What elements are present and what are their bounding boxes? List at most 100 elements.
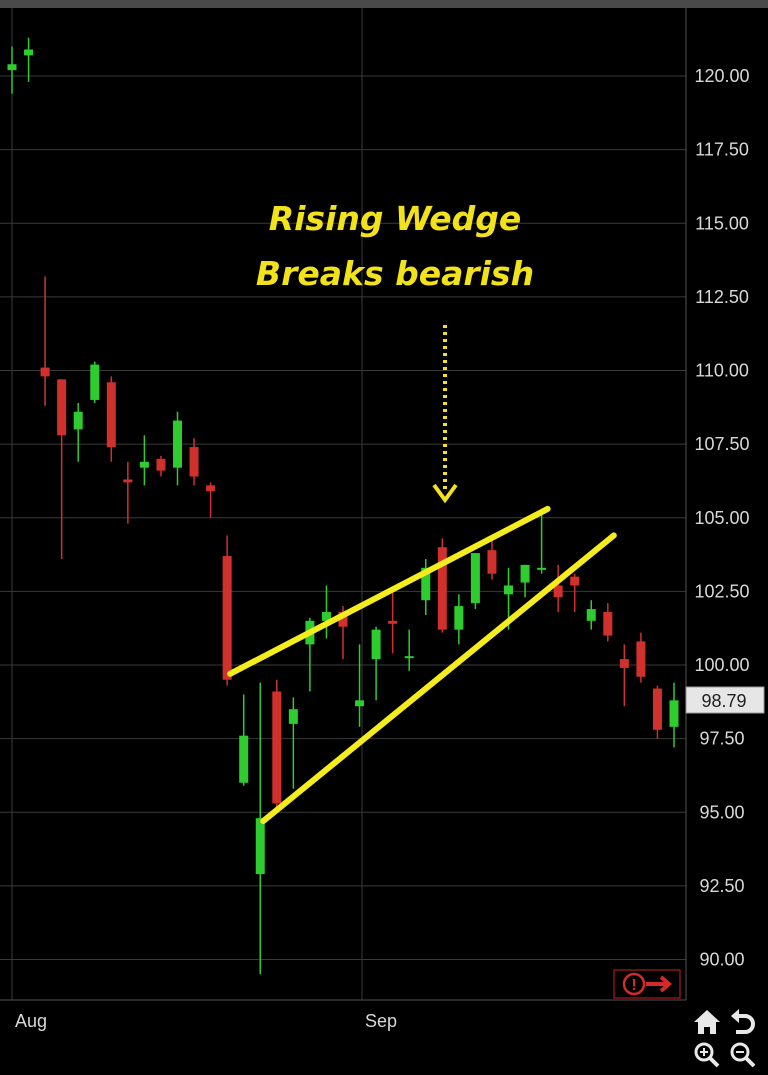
annotation-arrow-head [432,483,458,504]
candle-body [24,49,34,56]
annotation-line-2: Breaks bearish [256,254,534,293]
candle-body [437,547,447,630]
y-tick-label: 92.50 [699,876,744,896]
alert-exclamation: ! [631,977,636,994]
alert-circle [622,972,646,996]
candle-body [106,382,116,448]
candle [239,694,249,786]
zoom-out-icon[interactable] [730,1042,756,1068]
y-tick-label: 110.00 [695,361,749,381]
wedge-lines [227,505,617,825]
candle-body [7,64,17,71]
last-price-box [685,686,765,714]
x-tick-label: Aug [15,1011,47,1031]
candle [421,558,431,615]
candle-body [272,691,282,804]
candle-body [40,367,50,377]
y-axis: 120.00 117.50 115.00 112.50 110.00 107.50 105.… [0,8,750,1001]
candle-body [553,585,563,598]
candle [173,411,182,486]
candle [24,37,34,82]
home-icon[interactable] [694,1010,720,1034]
candles [7,37,679,975]
candle-body [73,411,83,430]
candle [371,626,381,701]
candle [404,629,414,671]
candle-body [255,818,265,875]
annotation-text: Rising Wedge Breaks bearish [256,199,534,293]
wedge-line-upper [227,505,551,677]
candle-body [288,709,298,724]
candle-body [321,611,331,621]
y-tick-label: 105.00 [694,508,749,528]
candle [570,573,580,612]
y-tick-label: 107.50 [694,434,749,454]
candle [139,435,149,486]
alert-arrow-icon[interactable]: ! [613,969,681,999]
annotation-line-1: Rising Wedge [269,199,522,238]
candle [553,564,563,612]
candle [470,553,480,610]
wedge-line-lower [260,532,617,825]
candle [652,685,662,739]
candle-body [504,585,513,595]
candle [288,697,298,789]
candle-body [619,659,629,668]
candle-body [90,364,100,400]
last-price-marker: 98.79 [685,686,765,714]
candle [189,438,199,486]
candle-body [239,735,249,783]
candle-body [454,606,464,630]
candle [454,594,464,645]
candle-body [371,629,381,660]
candle [73,402,83,462]
y-tick-label: 120.00 [694,66,749,86]
y-tick-label: 112.50 [695,287,749,307]
candle [40,276,50,406]
candle-body [355,700,365,707]
y-tick-label: 95.00 [699,802,744,822]
candle [388,591,398,654]
zoom-in-icon[interactable] [694,1042,720,1068]
window-top-border [0,0,768,8]
candle [206,482,216,518]
candle [255,682,265,975]
candle [619,644,629,707]
candle-body [487,550,497,574]
candle-body [173,420,182,468]
candle-body [57,379,67,436]
candle-body [338,611,348,627]
candle [123,461,133,524]
candle [90,361,100,403]
candle-body [520,564,530,583]
candle-body [570,576,580,586]
undo-icon[interactable] [731,1009,755,1034]
candle-body [603,611,613,636]
candle [520,564,530,598]
candle [156,455,166,477]
candle-body [537,567,547,570]
y-tick-label: 90.00 [699,950,744,970]
candle-body [139,461,149,468]
candle-body [206,485,216,492]
y-tick-label: 102.50 [694,581,749,601]
candle-body [636,641,646,677]
candle-body [189,447,199,477]
candle-body [669,700,679,727]
candle-body [652,688,662,730]
candle [603,603,613,642]
candle [636,632,646,683]
candle [487,538,497,580]
candle [355,644,365,727]
y-tick-label: 97.50 [699,729,744,749]
candle [669,682,679,748]
alert-arrow [646,975,673,993]
candle-body [421,567,431,601]
candle [222,535,232,686]
x-tick-label: Sep [365,1011,397,1031]
candle [321,585,331,639]
grid-lines [0,8,686,1000]
y-tick-label: 115.00 [695,213,749,233]
